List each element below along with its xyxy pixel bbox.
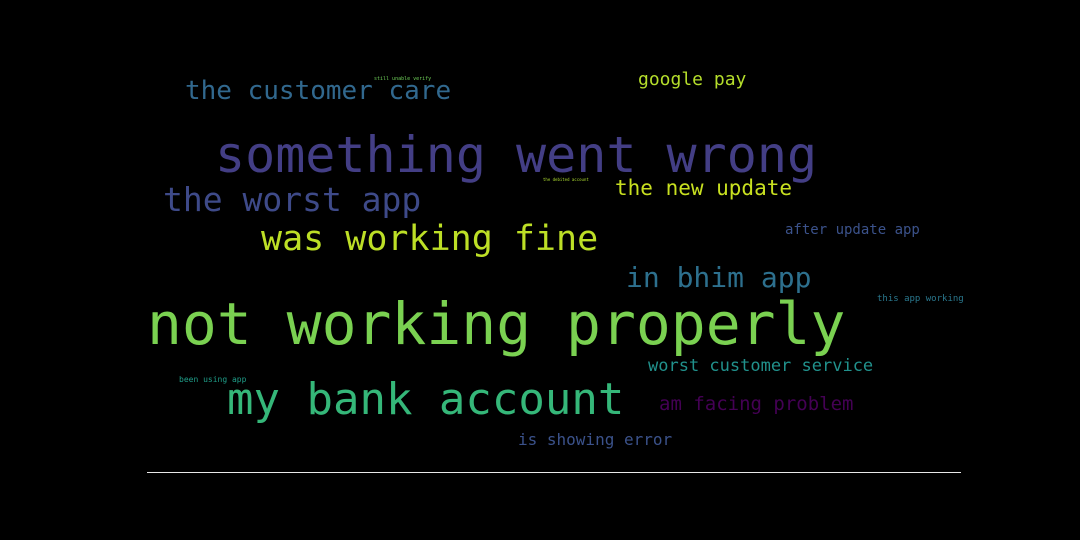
phrase-after-update-app: after update app (785, 222, 920, 238)
phrase-am-facing-problem: am facing problem (659, 393, 854, 415)
phrase-was-working-fine: was working fine (261, 219, 599, 259)
phrase-the-debited-account: the debited account (543, 177, 589, 182)
phrase-is-showing-error: is showing error (518, 430, 673, 449)
phrase-in-bhim-app: in bhim app (626, 261, 812, 294)
phrase-something-went-wrong: something went wrong (215, 126, 818, 184)
divider-line (147, 472, 961, 473)
phrase-not-working-properly: not working properly (147, 290, 846, 358)
phrase-google-pay: google pay (638, 69, 747, 90)
phrase-still-unable-verify: still unable verify (374, 76, 432, 82)
phrase-the-customer-care: the customer care (185, 76, 452, 106)
phrase-been-using-app: been using app (179, 375, 247, 384)
phrase-the-worst-app: the worst app (163, 180, 422, 219)
phrase-my-bank-account: my bank account (227, 374, 625, 425)
phrase-this-app-working: this app working (877, 294, 964, 304)
phrase-the-new-update: the new update (615, 176, 793, 200)
phrase-worst-customer-service: worst customer service (648, 356, 874, 376)
